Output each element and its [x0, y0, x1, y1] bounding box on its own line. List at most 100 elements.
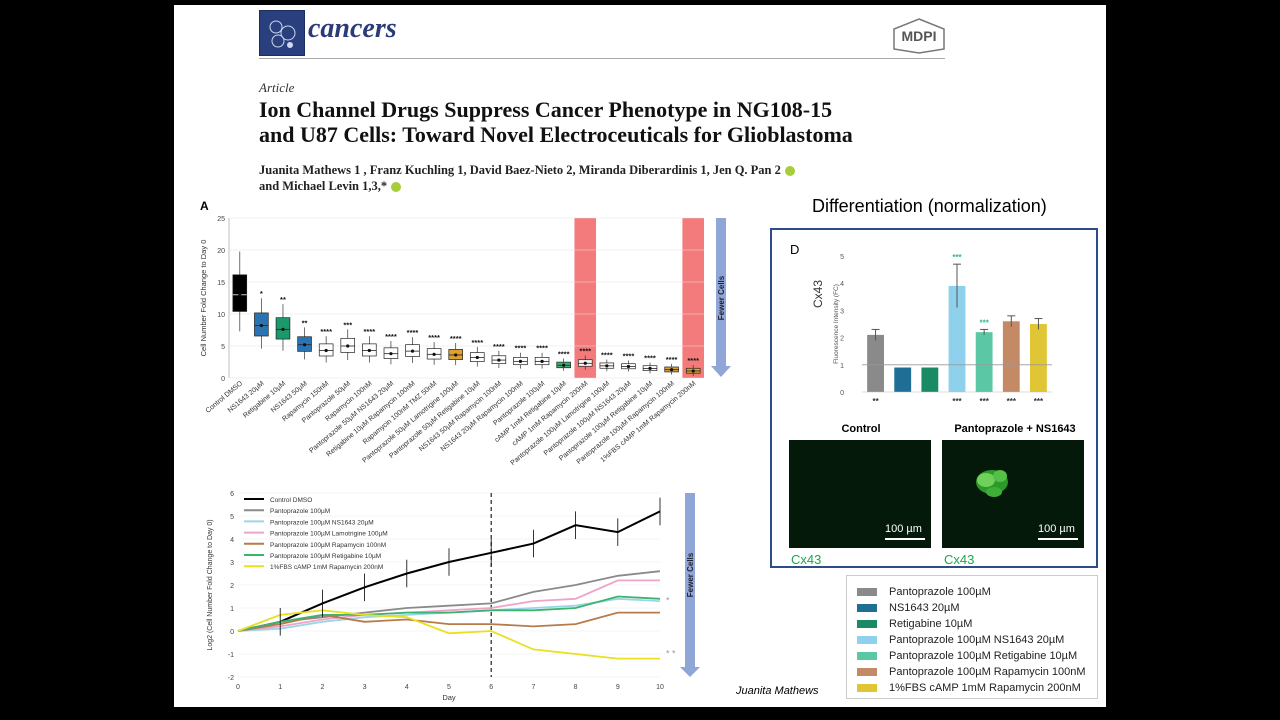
y-axis-label: Cell Number Fold Change to Day 0	[199, 240, 208, 357]
y-tick-label: 3	[230, 560, 234, 567]
journal-logo-mark	[269, 20, 296, 48]
significance-label: ***	[952, 253, 962, 262]
x-tick-label: 3	[363, 684, 367, 691]
legend-item: Pantoprazole 100µM Rapamycin 100nM	[857, 666, 1086, 678]
scale-bar	[885, 538, 925, 540]
significance-label: ***	[979, 397, 989, 406]
treated-caption: Pantoprazole + NS1643	[954, 423, 1076, 435]
mean-point	[238, 293, 242, 297]
series-line	[237, 595, 661, 632]
legend-swatch	[857, 588, 877, 596]
mean-point	[410, 349, 415, 353]
box-plot-panel-a: 0 5 10 15 20 25 Cell Number Fold Change to Day…	[199, 216, 731, 467]
bar	[948, 285, 966, 392]
mean-point	[389, 352, 393, 356]
mean-point	[367, 348, 371, 353]
control-stain-label: Cx43	[791, 552, 822, 567]
significance-label: ****	[320, 327, 332, 336]
fewer-cells-arrow-shaft	[685, 493, 695, 667]
legend-label: Pantoprazole 100µM Retigabine 10µM	[270, 553, 381, 560]
mean-point	[518, 359, 523, 363]
annotation-label: * *	[666, 648, 676, 658]
fewer-cells-arrow-shaft	[716, 218, 726, 366]
y-axis-label: Log2 (Cell Number Fold Change to Day 0)	[207, 519, 214, 650]
cell-cluster-image	[976, 470, 1008, 497]
significance-label: ****	[493, 342, 505, 351]
control-micrograph: 100 µm	[789, 440, 931, 548]
treated-stain-label: Cx43	[944, 552, 975, 567]
mean-point	[432, 352, 436, 356]
legend-label: Pantoprazole 100µM	[889, 586, 991, 598]
presenter-credit: Juanita Mathews	[736, 685, 819, 697]
differentiation-title: Differentiation (normalization)	[812, 196, 1047, 216]
annotation-label: *	[666, 595, 670, 605]
bar	[894, 367, 912, 392]
fewer-cells-label: Fewer Cells	[717, 275, 726, 320]
panel-d-label: D	[790, 242, 800, 257]
highlight-band	[682, 218, 704, 378]
legend-label: 1%FBS cAMP 1mM Rapamycin 200nM	[270, 564, 383, 571]
mdpi-logo: MDPI	[890, 17, 948, 60]
mean-point	[583, 361, 587, 365]
y-tick-label: 5	[230, 514, 234, 521]
x-tick-label: 9	[616, 684, 620, 691]
y-tick-label: 10	[217, 312, 225, 319]
significance-label: ****	[363, 327, 375, 336]
legend-item: Pantoprazole 100µM NS1643 20µM	[857, 634, 1064, 646]
y-tick-label: 1	[840, 363, 844, 370]
legend-swatch	[857, 668, 877, 676]
legend-item: NS1643 20µM	[857, 602, 960, 614]
bar	[1002, 321, 1020, 392]
y-tick-label: 5	[221, 344, 225, 351]
significance-label: ****	[471, 338, 483, 347]
mean-point	[605, 364, 609, 368]
panel-d-legend: Pantoprazole 100µM NS1643 20µM Retigabine …	[846, 575, 1098, 699]
x-tick-label: 7	[531, 684, 535, 691]
bar	[867, 334, 884, 392]
legend-label: Pantoprazole 100µM Lamotrigine 100µM	[270, 531, 388, 538]
mean-point	[475, 355, 479, 360]
mean-point	[324, 348, 328, 353]
y-tick-label: -1	[228, 652, 234, 659]
x-tick-label: 0	[236, 684, 240, 691]
y-tick-label: 15	[217, 280, 225, 287]
significance-label: ****	[687, 356, 699, 365]
authors-line-1: Juanita Mathews 1 , Franz Kuchling 1, Da…	[259, 162, 919, 178]
significance-label: **	[302, 318, 308, 327]
mean-point	[562, 363, 566, 367]
x-axis-label: Day	[442, 693, 456, 702]
orcid-icon	[785, 166, 795, 177]
x-tick-label: 1	[278, 684, 282, 691]
authors-line-2: and Michael Levin 1,3,*	[259, 178, 919, 194]
y-tick-label: 25	[217, 216, 225, 223]
marker-label: Cx43	[811, 280, 825, 308]
legend-swatch	[857, 636, 877, 644]
bar	[975, 332, 993, 392]
y-tick-label: 1	[230, 606, 234, 613]
panel-a-label: A	[200, 199, 209, 213]
y-tick-label: 3	[840, 308, 844, 315]
legend-label: Control DMSO	[270, 497, 312, 504]
y-tick-label: -2	[228, 675, 234, 682]
mean-point	[670, 368, 674, 372]
mean-point	[454, 353, 458, 357]
x-tick-label: Control DMSO	[205, 380, 245, 415]
legend-swatch	[857, 620, 877, 628]
mean-point	[302, 343, 307, 347]
scale-label: 100 µm	[1038, 523, 1075, 535]
mean-point	[626, 364, 631, 369]
y-tick-label: 0	[230, 629, 234, 636]
x-tick-label: 10	[656, 684, 664, 691]
significance-label: ****	[385, 332, 397, 341]
significance-label: ****	[407, 328, 419, 337]
x-tick-label: 8	[574, 684, 578, 691]
line-plot-panel-b: -2 -1 0 1 2 3 4 5 6 0 1 2 3 4 5 6 7 8 9 10 Day Log2 (Cell Num…	[207, 491, 700, 702]
slide: cancers MDPI Article Ion Channel Drugs S…	[174, 5, 1106, 707]
panel-d: D 0 1 2 3 4 5 Fluorescence Intensity (FC) Cx43 *…	[770, 228, 1098, 568]
series-line	[237, 579, 660, 632]
article-type: Article	[259, 80, 295, 95]
x-tick-label: 6	[489, 684, 493, 691]
legend-item: Pantoprazole 100µM Retigabine 10µM	[857, 650, 1077, 662]
bar	[921, 367, 939, 392]
